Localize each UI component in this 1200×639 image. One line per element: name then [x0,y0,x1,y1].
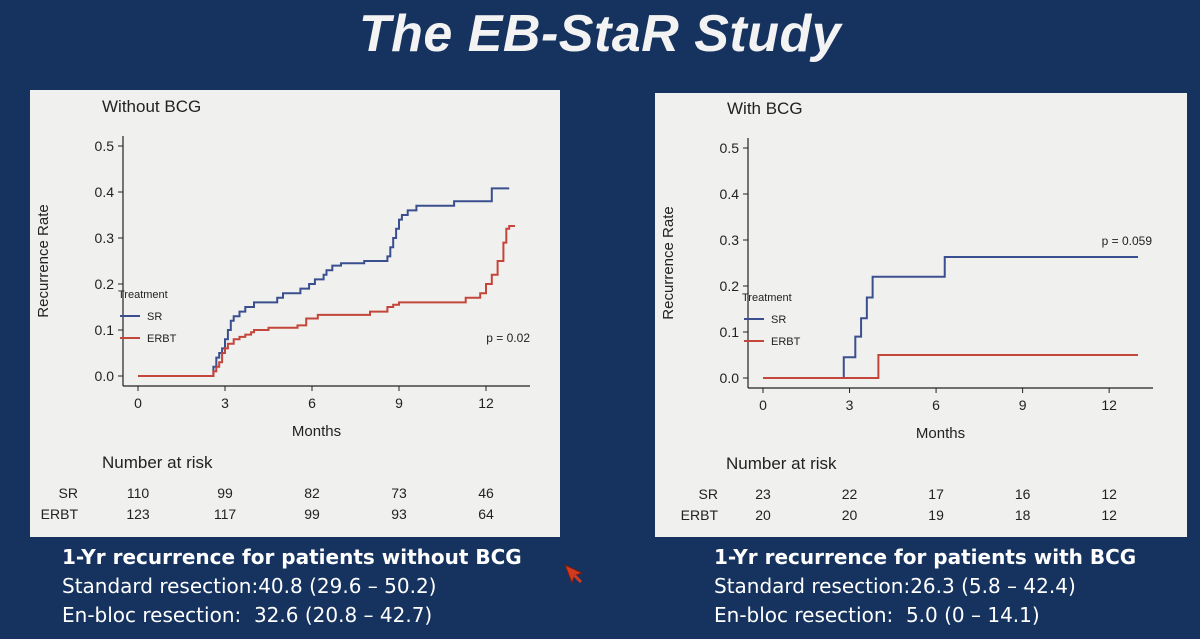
km-chart-without-bcg: Without BCG 0.0 0.1 0.2 0.3 0.4 0.5 0 3 6 9 12 Month… [35,97,530,522]
risk-row-label: ERBT [681,507,719,523]
risk-row-label: ERBT [41,506,79,522]
risk-value: 20 [842,507,858,523]
risk-value: 22 [842,486,858,502]
chart-panel-without-bcg: Without BCG 0.0 0.1 0.2 0.3 0.4 0.5 0 3 6 9 12 Month… [30,90,560,537]
summary-label: En-bloc resection: [714,603,906,627]
risk-row-label: SR [59,485,78,501]
y-tick-label: 0.3 [95,230,115,246]
risk-value: 12 [1101,486,1117,502]
x-tick-label: 6 [308,395,316,411]
summary-line-standard: Standard resection:40.8 (29.6 – 50.2) [62,572,522,601]
y-tick-label: 0.5 [95,138,115,154]
risk-value: 12 [1101,507,1117,523]
legend-title: Treatment [742,292,792,304]
x-tick-label: 3 [846,397,854,413]
x-axis-label: Months [292,423,341,440]
cursor-arrow-icon [564,564,584,585]
y-tick-label: 0.2 [720,278,740,294]
chart-panel-with-bcg: With BCG 0.0 0.1 0.2 0.3 0.4 0.5 0 3 6 9 12 Months Re… [655,93,1187,537]
risk-value: 23 [755,486,771,502]
x-axis-label: Months [916,425,965,442]
risk-value: 16 [1015,486,1031,502]
p-value-annotation: p = 0.059 [1102,234,1153,248]
y-tick-label: 0.4 [720,186,740,202]
risk-value: 20 [755,507,771,523]
x-tick-label: 6 [932,397,940,413]
summary-value: 5.0 (0 – 14.1) [905,603,1040,627]
summary-label: Standard resection: [714,574,911,598]
summary-heading: 1-Yr recurrence for patients without BCG [62,545,522,569]
summary-value: 32.6 (20.8 – 42.7) [253,603,433,627]
risk-value: 117 [214,506,237,522]
x-tick-label: 9 [1019,397,1027,413]
legend-label: SR [771,314,786,326]
legend-label: ERBT [147,333,177,345]
risk-value: 17 [928,486,944,502]
p-value-annotation: p = 0.02 [486,331,530,345]
summary-heading: 1-Yr recurrence for patients with BCG [714,545,1137,569]
summary-with-bcg: 1-Yr recurrence for patients with BCG St… [714,543,1136,630]
risk-value: 19 [928,507,944,523]
summary-line-enbloc: En-bloc resection: 32.6 (20.8 – 42.7) [62,601,522,630]
y-tick-label: 0.1 [720,324,740,340]
y-tick-label: 0.0 [95,368,115,384]
summary-label: Standard resection: [62,574,259,598]
risk-value: 46 [478,485,494,501]
summary-value: 40.8 (29.6 – 50.2) [258,574,437,598]
series-line-erbt [763,354,1138,379]
y-axis-label: Recurrence Rate [35,204,52,317]
y-tick-label: 0.2 [95,276,115,292]
risk-table-title: Number at risk [726,454,837,473]
y-tick-label: 0.1 [95,322,115,338]
risk-value: 18 [1015,507,1031,523]
risk-value: 99 [304,506,320,522]
risk-row-label: SR [699,486,718,502]
legend-label: SR [147,311,162,323]
risk-value: 110 [127,485,150,501]
y-axis-label: Recurrence Rate [660,206,677,319]
x-tick-label: 9 [395,395,403,411]
chart-title: With BCG [727,99,803,118]
risk-value: 123 [126,506,150,522]
x-tick-label: 0 [134,395,142,411]
legend-label: ERBT [771,336,801,348]
risk-value: 93 [391,506,407,522]
summary-line-enbloc: En-bloc resection: 5.0 (0 – 14.1) [714,601,1136,630]
series-line-sr [763,256,1138,379]
risk-value: 64 [478,506,494,522]
x-tick-label: 0 [759,397,767,413]
summary-label: En-bloc resection: [62,603,254,627]
y-tick-label: 0.4 [95,184,115,200]
y-tick-label: 0.0 [720,370,740,386]
x-tick-label: 12 [1101,397,1117,413]
summary-without-bcg: 1-Yr recurrence for patients without BCG… [62,543,522,630]
risk-value: 73 [391,485,407,501]
slide-title: The EB-StaR Study [358,5,842,63]
x-tick-label: 12 [478,395,494,411]
summary-line-standard: Standard resection:26.3 (5.8 – 42.4) [714,572,1136,601]
y-tick-label: 0.3 [720,232,740,248]
x-tick-label: 3 [221,395,229,411]
km-chart-with-bcg: With BCG 0.0 0.1 0.2 0.3 0.4 0.5 0 3 6 9 12 Months Re… [660,99,1153,523]
risk-value: 99 [217,485,233,501]
chart-title: Without BCG [102,97,201,116]
series-line-erbt [138,225,515,377]
y-tick-label: 0.5 [720,140,740,156]
risk-value: 82 [304,485,320,501]
series-line-sr [138,187,510,377]
legend-title: Treatment [118,289,168,301]
risk-table-title: Number at risk [102,453,213,472]
summary-value: 26.3 (5.8 – 42.4) [910,574,1076,598]
